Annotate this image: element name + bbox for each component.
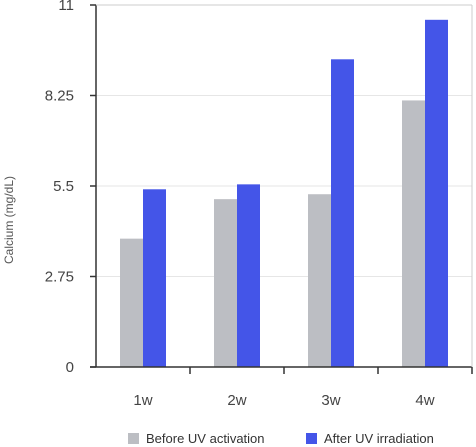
bar-4w-series-0	[402, 100, 425, 367]
y-ticks: 0 2.75 5.5 8.25 11	[45, 0, 96, 376]
bar-4w-series-1	[425, 19, 448, 368]
y-tick-label: 8.25	[45, 88, 74, 105]
x-tick-label: 3w	[321, 392, 340, 409]
y-tick-label: 5.5	[53, 178, 74, 195]
bar-2w-series-0	[214, 199, 237, 367]
bars	[120, 19, 448, 368]
legend-label: After UV irradiation	[324, 431, 434, 446]
y-tick-label: 2.75	[45, 269, 74, 286]
x-ticks: 1w 2w 3w 4w	[133, 367, 473, 409]
bar-1w-series-1	[143, 189, 166, 367]
legend-swatch	[306, 433, 317, 444]
y-tick-label: 0	[66, 359, 74, 376]
bar-2w-series-1	[237, 184, 260, 367]
bar-3w-series-1	[331, 59, 354, 368]
y-axis-title: Calcium (mg/dL)	[2, 176, 16, 264]
x-tick-label: 1w	[133, 392, 152, 409]
bar-3w-series-0	[308, 194, 331, 367]
legend-label: Before UV activation	[146, 431, 265, 446]
bar-1w-series-0	[120, 238, 143, 367]
x-tick-label: 4w	[415, 392, 434, 409]
y-tick-label: 11	[58, 0, 74, 14]
legend-swatch	[128, 433, 139, 444]
x-tick-label: 2w	[227, 392, 246, 409]
legend: Before UV activation After UV irradiation	[128, 431, 434, 446]
